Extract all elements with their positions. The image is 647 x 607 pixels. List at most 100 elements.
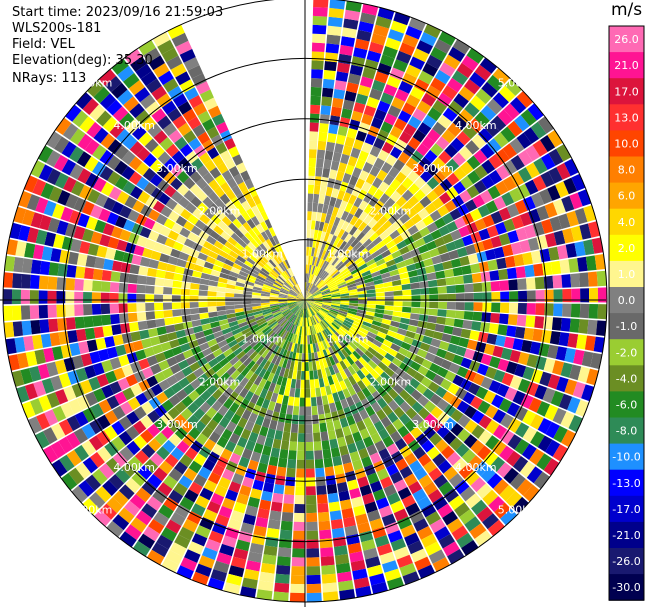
ppi-gate: [558, 393, 573, 410]
ppi-gate: [389, 178, 402, 191]
ppi-gate: [312, 423, 320, 433]
ppi-gate: [313, 301, 323, 305]
ppi-gate: [3, 289, 13, 305]
ppi-gate: [159, 253, 170, 263]
ppi-gate: [296, 283, 302, 293]
ppi-gate: [407, 170, 420, 183]
ppi-gate: [23, 335, 35, 352]
ppi-gate: [404, 532, 420, 546]
ppi-gate: [236, 204, 246, 215]
ppi-gate: [532, 221, 545, 237]
ppi-gate: [519, 239, 531, 253]
ppi-gate: [432, 355, 444, 367]
ppi-gate: [320, 320, 327, 329]
ppi-gate: [363, 255, 374, 263]
ppi-gate: [492, 68, 510, 85]
ppi-gate: [99, 234, 111, 247]
ppi-gate: [480, 190, 493, 204]
ppi-gate: [467, 253, 479, 265]
ppi-gate: [401, 189, 414, 202]
ppi-gate: [286, 279, 294, 287]
ppi-gate: [521, 339, 533, 353]
ppi-gate: [320, 547, 334, 558]
ppi-gate: [162, 439, 176, 454]
ppi-gate: [24, 383, 38, 400]
ppi-gate: [100, 281, 111, 292]
ppi-gate: [454, 275, 464, 285]
ppi-gate: [427, 381, 440, 393]
ppi-gate: [278, 294, 288, 298]
ppi-gate: [338, 286, 348, 291]
ppi-gate: [328, 365, 336, 376]
ppi-gate: [276, 421, 285, 432]
ppi-gate: [216, 121, 229, 134]
ppi-gate: [305, 459, 315, 469]
ppi-gate: [455, 443, 470, 458]
ppi-gate: [482, 513, 499, 530]
ppi-gate: [168, 210, 180, 223]
ppi-gate: [139, 226, 152, 239]
ppi-gate: [140, 71, 157, 87]
ppi-gate: [411, 401, 424, 414]
ppi-gate: [190, 276, 201, 284]
ppi-gate: [222, 535, 237, 548]
ppi-gate: [330, 269, 339, 277]
ppi-gate: [252, 226, 261, 236]
ppi-gate: [104, 410, 118, 425]
ppi-gate: [270, 322, 279, 330]
ppi-gate: [292, 286, 300, 294]
ppi-gate: [407, 195, 420, 207]
ppi-gate: [35, 229, 48, 245]
ppi-gate: [323, 195, 331, 206]
ppi-gate: [499, 445, 514, 462]
ppi-gate: [505, 361, 518, 375]
ppi-gate: [166, 263, 177, 273]
ppi-gate: [291, 305, 299, 312]
ppi-gate: [477, 363, 489, 376]
ppi-gate: [292, 306, 300, 314]
ppi-gate: [371, 117, 384, 129]
ppi-gate: [90, 231, 103, 245]
ppi-gate: [384, 352, 395, 362]
ppi-gate: [373, 157, 385, 170]
ppi-gate: [356, 369, 366, 380]
ppi-gate: [317, 405, 325, 415]
ppi-gate: [84, 327, 96, 340]
ppi-gate: [390, 320, 400, 328]
ppi-gate: [403, 235, 415, 246]
ppi-gate: [312, 325, 317, 335]
ppi-gate: [334, 331, 343, 340]
ppi-gate: [506, 402, 520, 417]
ppi-gate: [288, 302, 297, 307]
ppi-gate: [191, 73, 207, 87]
ppi-gate: [82, 98, 99, 115]
ppi-gate: [204, 353, 216, 363]
ppi-gate: [267, 331, 276, 340]
ppi-gate: [310, 306, 318, 314]
ppi-gate: [275, 573, 290, 584]
ppi-gate: [251, 534, 266, 546]
ppi-gate: [378, 448, 391, 460]
ppi-gate: [208, 530, 224, 544]
ppi-gate: [209, 230, 220, 240]
ppi-gate: [156, 391, 169, 404]
ppi-gate: [291, 566, 305, 576]
ppi-gate: [216, 436, 229, 449]
ppi-gate: [553, 425, 568, 443]
ppi-gate: [581, 351, 594, 367]
ppi-gate: [317, 503, 329, 513]
ppi-gate: [305, 273, 308, 283]
ppi-gate: [229, 356, 240, 366]
ppi-gate: [110, 314, 120, 325]
ppi-gate: [461, 540, 479, 556]
ppi-gate: [347, 235, 356, 246]
colorbar-swatch: [609, 495, 644, 523]
ppi-gate: [308, 175, 315, 185]
ppi-gate: [313, 293, 322, 298]
ppi-gate: [219, 416, 230, 429]
ppi-gate: [360, 12, 376, 25]
ppi-gate: [308, 264, 312, 274]
ppi-gate: [334, 80, 347, 91]
ppi-gate: [119, 313, 129, 324]
ppi-gate: [231, 328, 242, 336]
